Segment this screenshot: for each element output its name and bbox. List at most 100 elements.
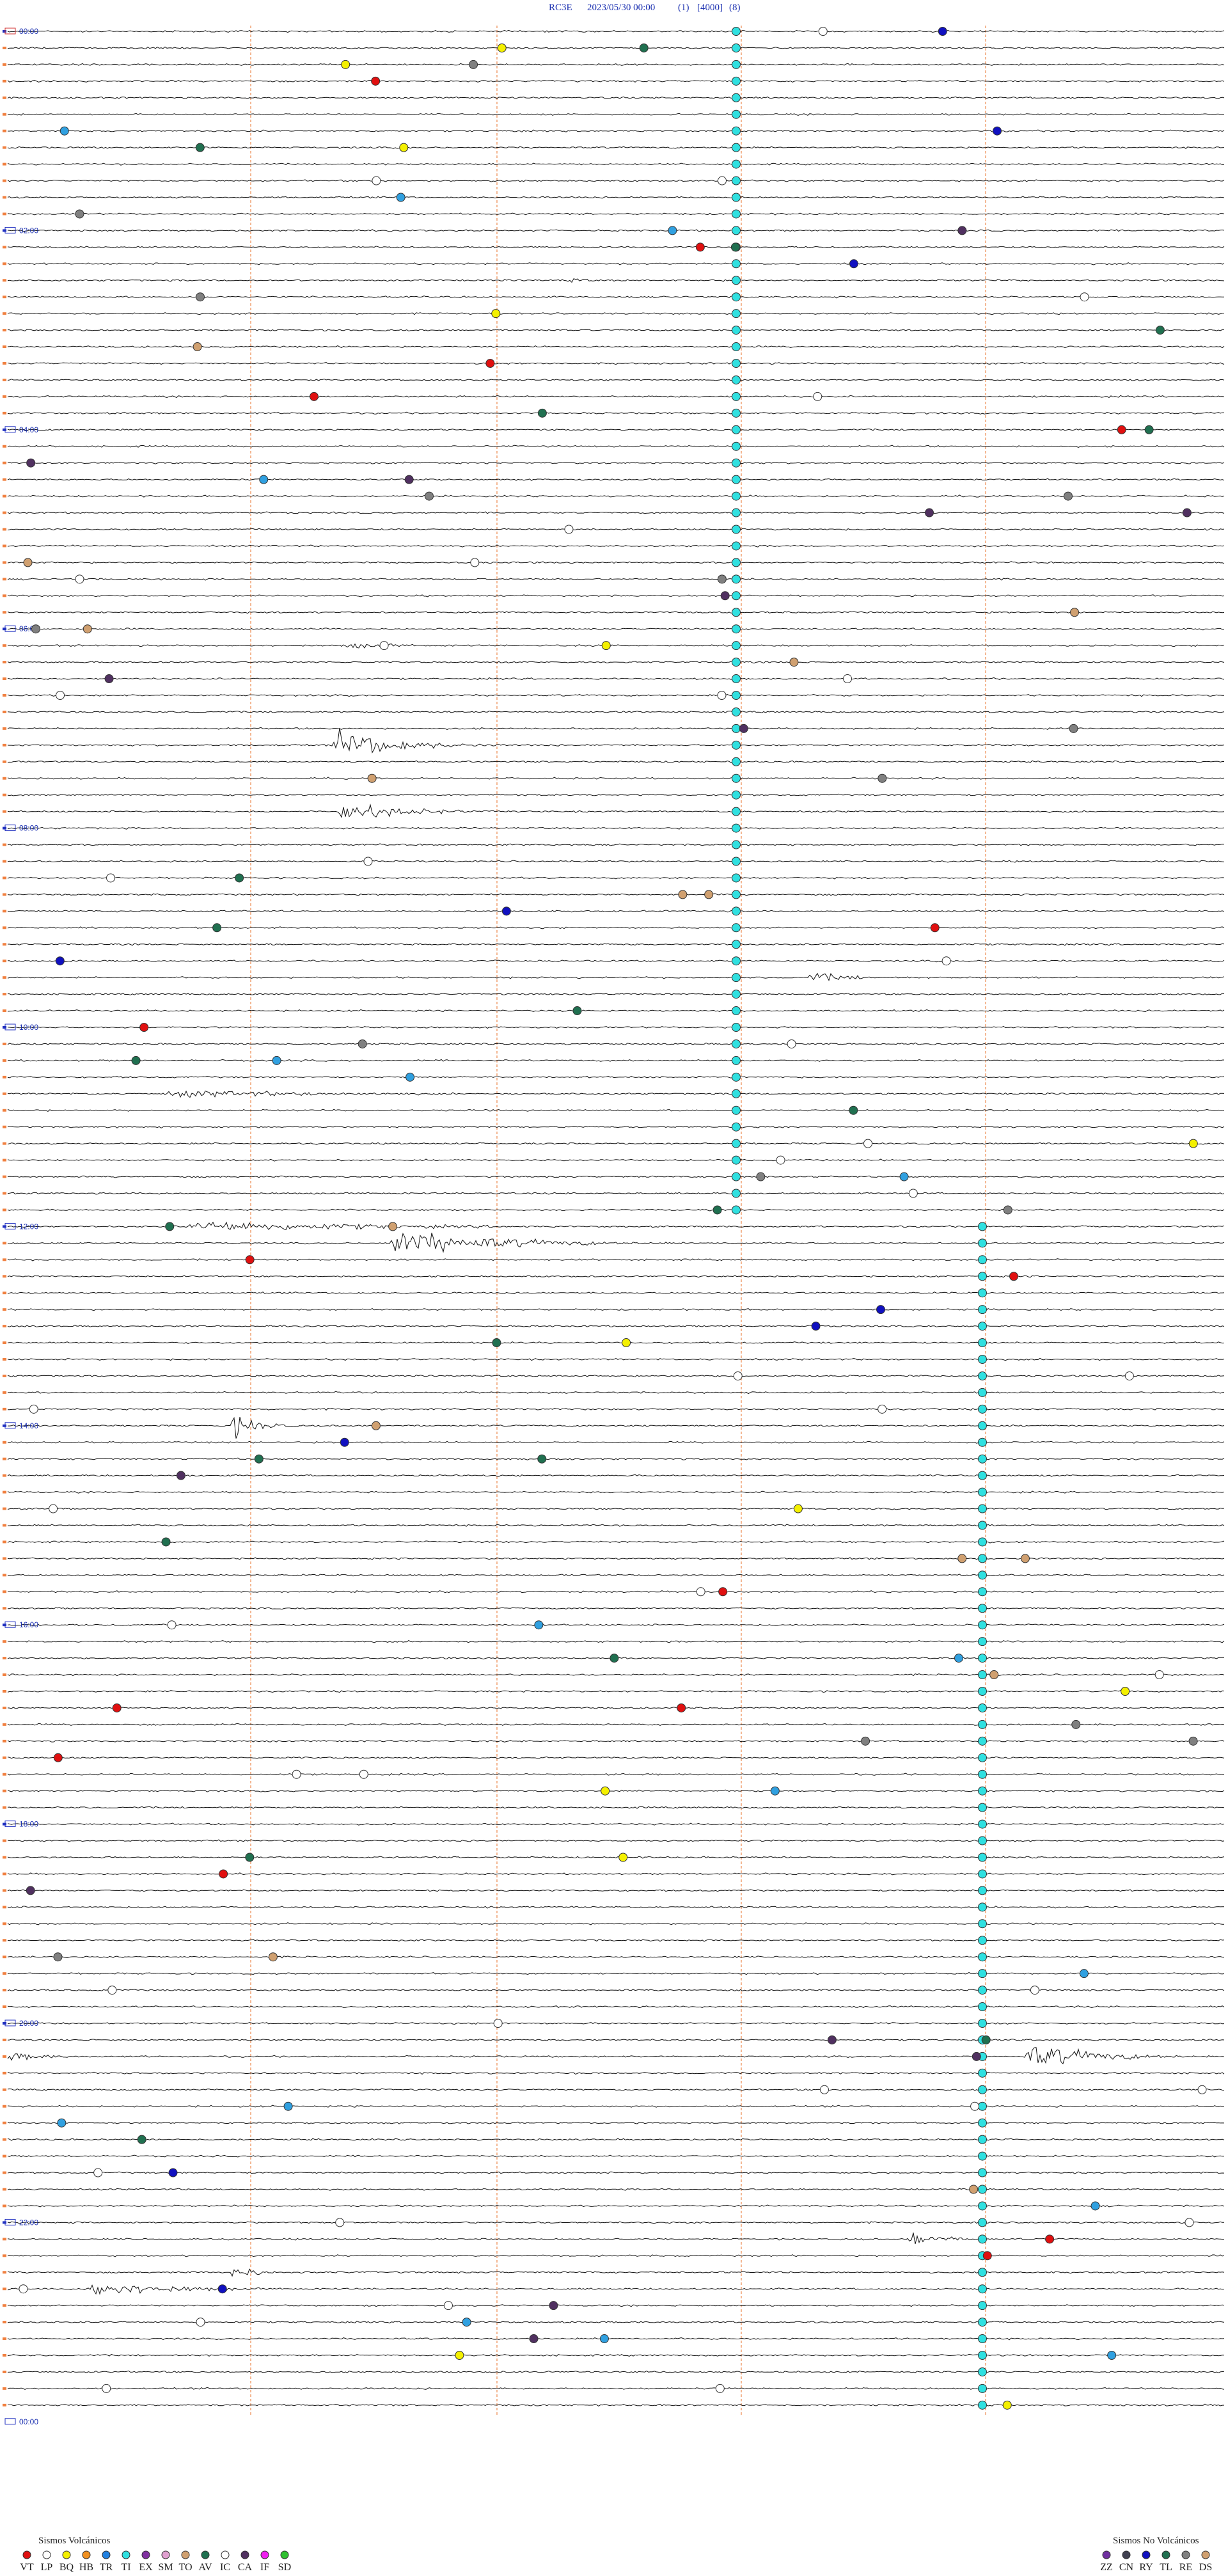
trace	[7, 860, 1225, 863]
trace	[7, 1773, 1225, 1776]
trace	[7, 1075, 1225, 1079]
legend-swatch	[102, 2550, 111, 2559]
event-marker	[957, 1554, 967, 1563]
legend: Sismos Volcánicos VT LP BQ HB TR TI EX SM TO AV IC C…	[20, 2536, 1212, 2573]
legend-label: TI	[121, 2562, 130, 2573]
line-tick	[3, 926, 6, 929]
ti-marker	[978, 2068, 987, 2078]
line-tick	[3, 876, 6, 880]
trace	[7, 1624, 1225, 1627]
ti-marker	[978, 1604, 987, 1613]
event-marker	[695, 242, 705, 252]
ti-marker	[732, 1205, 741, 1215]
trace	[7, 1374, 1225, 1378]
legend-label: HB	[79, 2562, 93, 2573]
line-tick	[3, 1872, 6, 1876]
event-marker	[193, 342, 202, 352]
trace	[7, 1308, 1225, 1311]
event-marker	[102, 2383, 111, 2393]
trace	[7, 1956, 1225, 1959]
ti-marker	[732, 691, 741, 700]
ti-marker	[978, 2168, 987, 2177]
event-marker	[469, 59, 478, 69]
event-marker	[131, 1055, 141, 1065]
trace	[7, 1341, 1225, 1344]
ti-marker	[732, 525, 741, 534]
legend-swatch	[201, 2550, 210, 2559]
ti-marker	[978, 1703, 987, 1712]
ti-marker	[732, 391, 741, 401]
line-tick	[3, 378, 6, 381]
line-tick	[3, 860, 6, 863]
line-tick	[3, 1424, 6, 1427]
line-tick	[3, 993, 6, 996]
event-marker	[789, 658, 799, 667]
line-tick	[3, 1374, 6, 1377]
ti-marker	[732, 1139, 741, 1148]
event-marker	[618, 1853, 628, 1862]
ti-marker	[732, 923, 741, 933]
line-tick	[3, 1839, 6, 1842]
line-tick	[3, 1624, 6, 1627]
ti-marker	[978, 1819, 987, 1829]
line-tick	[3, 279, 6, 282]
trace	[7, 1574, 1225, 1577]
event-marker	[981, 2035, 991, 2044]
trace	[7, 1275, 1225, 1278]
trace	[7, 1689, 1225, 1693]
line-tick	[3, 1673, 6, 1677]
ti-marker	[978, 2234, 987, 2244]
event-marker	[372, 176, 381, 186]
channel: (1)	[678, 3, 689, 13]
line-tick	[3, 1042, 6, 1045]
line-tick	[3, 1640, 6, 1643]
trace	[8, 1407, 1225, 1411]
ti-marker	[732, 873, 741, 883]
trace	[8, 943, 1225, 946]
line-tick	[3, 494, 6, 498]
event-marker	[462, 2318, 471, 2327]
hour-box	[4, 1422, 16, 1429]
event-marker	[529, 2334, 539, 2344]
line-tick	[3, 1474, 6, 1477]
trace	[7, 2284, 1225, 2295]
line-tick	[3, 1092, 6, 1095]
line-tick	[3, 1407, 6, 1410]
line-tick	[3, 1723, 6, 1726]
trace	[7, 2221, 1225, 2224]
ti-marker	[732, 857, 741, 866]
event-marker	[925, 508, 934, 518]
trace	[7, 1806, 1225, 1809]
ti-marker	[978, 2085, 987, 2094]
ti-marker	[732, 359, 741, 368]
event-marker	[876, 1305, 886, 1315]
line-tick	[3, 1075, 6, 1079]
hour-label: 02:00	[19, 226, 38, 235]
event-marker	[491, 309, 501, 319]
trace	[7, 345, 1225, 349]
trace	[7, 1042, 1225, 1046]
event-marker	[371, 1421, 381, 1430]
line-tick	[3, 229, 6, 232]
traces: 00:0002:0004:0006:0008:0010:0012:0014:00…	[3, 26, 1225, 2426]
event-marker	[31, 624, 40, 634]
line-tick	[3, 1806, 6, 1809]
trace	[7, 1125, 1225, 1128]
event-marker	[1155, 326, 1165, 335]
trace	[7, 79, 1225, 83]
trace	[7, 1324, 1225, 1328]
line-tick	[3, 777, 6, 780]
event-marker	[712, 1205, 722, 1215]
event-marker	[537, 1454, 547, 1464]
trace	[7, 2188, 1225, 2191]
event-marker	[938, 27, 947, 36]
ti-marker	[732, 740, 741, 750]
line-tick	[3, 445, 6, 448]
ti-marker	[978, 2019, 987, 2028]
event-marker	[1009, 1272, 1019, 1281]
line-tick	[3, 1059, 6, 1062]
ti-marker	[732, 326, 741, 335]
event-marker	[993, 126, 1002, 136]
scale: (8)	[729, 3, 741, 13]
trace	[7, 677, 1225, 681]
